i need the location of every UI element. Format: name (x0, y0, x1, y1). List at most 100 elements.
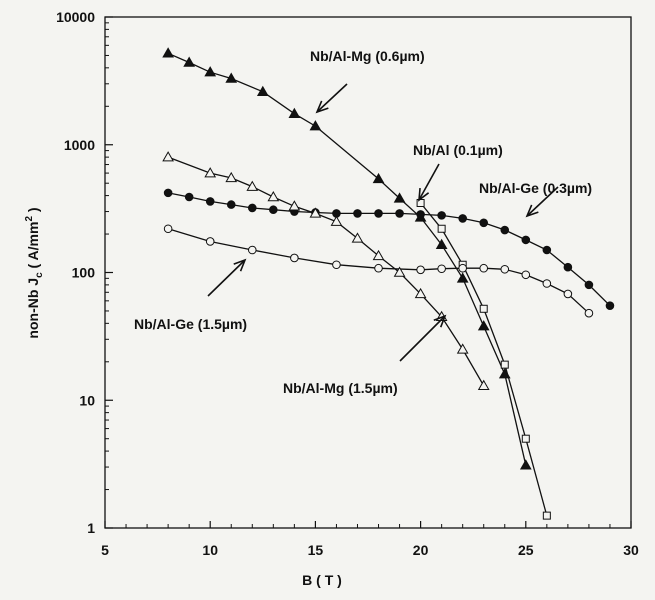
y-tick-label: 1000 (64, 137, 95, 153)
data-point-nb-al-ge-1-5um (458, 263, 467, 273)
annotation-arrow (526, 186, 559, 217)
data-point-nb-al-mg-0-6um (183, 56, 196, 67)
x-tick-label: 10 (202, 542, 218, 558)
data-point-nb-al-0-1um (500, 360, 509, 369)
data-point-nb-al-ge-0-3um (563, 262, 573, 272)
data-point-nb-al-ge-0-3um (416, 210, 425, 219)
annotation-arrow (207, 259, 246, 297)
data-point-nb-al-mg-0-6um (256, 85, 269, 96)
data-point-nb-al-ge-0-3um (247, 203, 257, 213)
data-point-nb-al-mg-1-5um (225, 171, 238, 183)
data-point-nb-al-mg-0-6um (456, 272, 469, 283)
annotation-label: Nb/Al-Ge (0.3µm) (479, 180, 592, 196)
data-point-nb-al-mg-1-5um (477, 379, 490, 390)
data-point-nb-al-mg-0-6um (372, 172, 385, 184)
data-point-nb-al-mg-1-5um (309, 207, 322, 218)
data-point-nb-al-mg-0-6um (519, 459, 532, 470)
data-point-nb-al-ge-0-3um (353, 209, 362, 218)
data-point-nb-al-ge-1-5um (290, 253, 299, 263)
data-point-nb-al-mg-0-6um (435, 238, 448, 249)
annotation-arrow (399, 315, 446, 362)
data-point-nb-al-mg-1-5um (456, 343, 469, 354)
series-markers (162, 47, 615, 520)
data-point-nb-al-mg-1-5um (246, 180, 259, 191)
annotation-label: Nb/Al-Mg (0.6µm) (310, 48, 425, 64)
data-point-nb-al-ge-1-5um (416, 265, 425, 275)
data-point-nb-al-ge-1-5um (479, 263, 489, 273)
y-tick-label: 10 (79, 392, 95, 408)
data-point-nb-al-0-1um (479, 304, 488, 313)
data-point-nb-al-ge-0-3um (479, 218, 489, 228)
data-point-nb-al-mg-1-5um (330, 215, 343, 226)
plot-frame (104, 16, 632, 529)
data-point-nb-al-mg-1-5um (414, 287, 427, 299)
x-tick-label: 25 (518, 542, 534, 558)
data-point-nb-al-mg-0-6um (498, 368, 511, 379)
data-point-nb-al-ge-0-3um (163, 188, 173, 198)
data-point-nb-al-0-1um (437, 224, 446, 233)
data-point-nb-al-mg-0-6um (225, 72, 238, 83)
data-point-nb-al-0-1um (542, 511, 551, 520)
data-point-nb-al-mg-1-5um (372, 249, 385, 261)
data-point-nb-al-ge-0-3um (500, 225, 510, 235)
data-point-nb-al-ge-0-3um (605, 301, 615, 310)
series-line-nb-al-mg-0-6um (167, 52, 527, 466)
data-point-nb-al-mg-0-6um (393, 192, 406, 203)
data-point-nb-al-mg-0-6um (477, 320, 490, 331)
data-point-nb-al-mg-0-6um (204, 66, 217, 77)
data-point-nb-al-ge-0-3um (584, 280, 594, 290)
y-tick-label: 100 (72, 265, 96, 281)
tick-labels: 5 10 15 20 25 30 1 10 100 1000 10000 (56, 9, 639, 558)
y-tick-label: 10000 (56, 9, 95, 25)
data-point-nb-al-mg-0-6um (288, 107, 301, 118)
data-point-nb-al-mg-0-6um (162, 47, 174, 58)
annotation-label: Nb/Al-Mg (1.5µm) (283, 380, 398, 396)
data-point-nb-al-mg-1-5um (204, 167, 217, 178)
data-point-nb-al-mg-1-5um (288, 200, 301, 211)
data-point-nb-al-ge-1-5um (521, 270, 531, 280)
data-point-nb-al-ge-1-5um (437, 264, 446, 274)
data-point-nb-al-ge-0-3um (542, 245, 552, 255)
data-point-nb-al-mg-1-5um (162, 151, 174, 162)
data-point-nb-al-ge-0-3um (521, 235, 531, 245)
data-point-nb-al-ge-1-5um (205, 237, 215, 246)
x-tick-label: 5 (101, 542, 109, 558)
data-point-nb-al-ge-1-5um (374, 263, 383, 273)
data-point-nb-al-mg-1-5um (393, 266, 406, 277)
data-point-nb-al-ge-0-3um (269, 205, 278, 215)
annotation-arrows (207, 83, 559, 362)
data-point-nb-al-ge-1-5um (163, 224, 173, 234)
data-point-nb-al-ge-0-3um (226, 200, 236, 209)
data-point-nb-al-ge-0-3um (374, 209, 383, 218)
annotation-label: Nb/Al-Ge (1.5µm) (134, 316, 247, 332)
x-tick-label: 15 (308, 542, 324, 558)
annotation-arrowhead (525, 204, 539, 218)
data-point-nb-al-ge-1-5um (332, 260, 341, 270)
y-axis-label: non-Nb Jc ( A/mm2 ) (24, 207, 45, 338)
data-point-nb-al-ge-0-3um (205, 197, 215, 206)
annotation-arrow (418, 163, 440, 201)
annotation-arrowhead (233, 258, 247, 272)
x-tick-label: 30 (623, 542, 639, 558)
annotation-label: Nb/Al (0.1µm) (413, 142, 503, 158)
data-point-nb-al-mg-1-5um (267, 190, 280, 202)
series-line-nb-al-mg-1-5um (167, 156, 485, 387)
data-point-nb-al-ge-1-5um (563, 289, 573, 299)
data-point-nb-al-0-1um (521, 434, 530, 443)
annotation-arrowhead (433, 314, 447, 328)
data-point-nb-al-ge-1-5um (542, 279, 552, 288)
data-point-nb-al-ge-1-5um (500, 264, 510, 274)
data-point-nb-al-ge-1-5um (247, 245, 257, 255)
data-point-nb-al-mg-1-5um (351, 232, 364, 243)
data-point-nb-al-ge-0-3um (458, 214, 467, 223)
x-tick-label: 20 (413, 542, 429, 558)
annotation-arrowhead (315, 100, 329, 114)
y-tick-label: 1 (87, 520, 95, 536)
series-line-nb-al-ge-0-3um (167, 192, 611, 307)
x-axis-label: B ( T ) (302, 572, 342, 588)
data-point-nb-al-mg-0-6um (309, 120, 322, 131)
data-point-nb-al-ge-0-3um (395, 209, 404, 218)
chart-axes (104, 16, 632, 529)
data-point-nb-al-ge-0-3um (184, 192, 194, 202)
